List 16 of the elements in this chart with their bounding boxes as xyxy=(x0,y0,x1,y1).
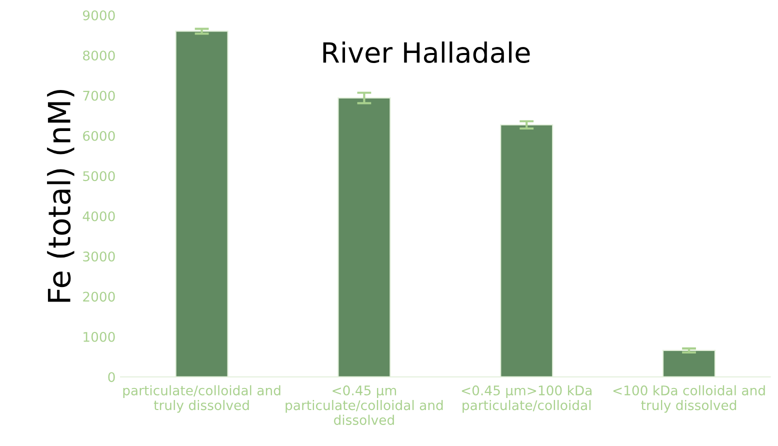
text: River Halladale xyxy=(323,42,530,64)
y-tick-label: 2000 xyxy=(83,292,115,302)
x-tick-label: <0.45 µm particulate/colloidal and dissolved xyxy=(286,385,443,425)
y-tick-label: 3000 xyxy=(83,252,115,262)
y-tick-label: 8000 xyxy=(83,50,115,61)
y-tick-label: 9000 xyxy=(82,10,115,20)
x-tick-label: <0.45 µm>100 kDa particulate/colloidal xyxy=(462,385,592,413)
y-tick-label: 7000 xyxy=(83,90,115,101)
x-tick-label: particulate/colloidal and truly dissolved xyxy=(123,385,280,413)
y-tick-label: 6000 xyxy=(83,130,115,141)
y-tick-label: 0 xyxy=(108,372,115,382)
y-tick-label: 5000 xyxy=(83,171,115,182)
y-tick-label: 4000 xyxy=(82,211,115,222)
y-tick-label: 1000 xyxy=(84,332,115,342)
x-tick-label: <100 kDa colloidal and truly dissolved xyxy=(613,385,765,413)
y-axis-title: Fe (total) (nM) xyxy=(47,90,74,302)
